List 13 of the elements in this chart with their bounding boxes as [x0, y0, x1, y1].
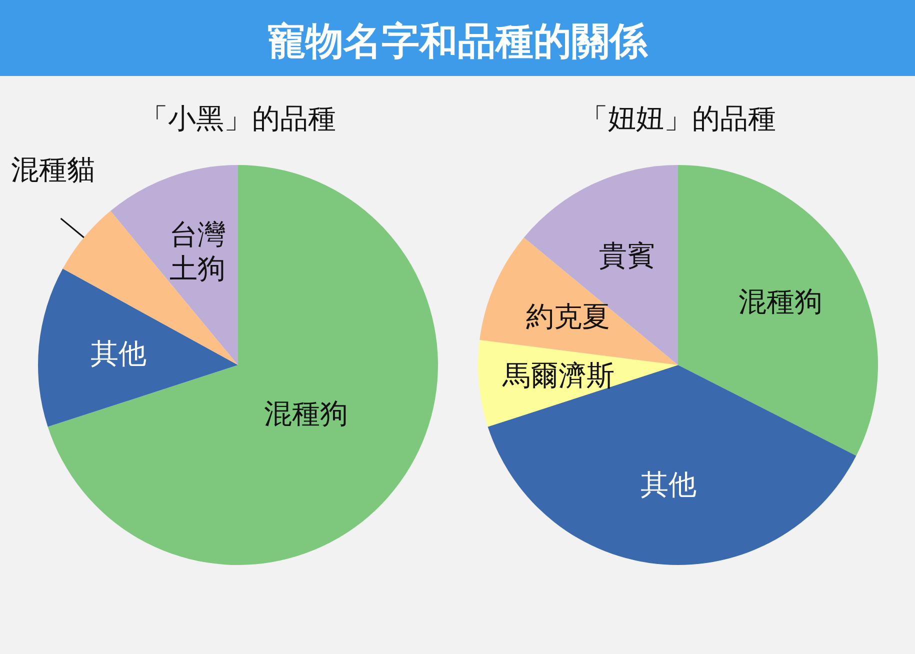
- slice-label: 混種貓: [11, 153, 96, 188]
- slice-label: 混種狗: [264, 397, 348, 432]
- slice-label: 其他: [640, 468, 697, 502]
- chart-subtitle: 「妞妞」的品種: [580, 102, 776, 135]
- slice-label: 混種狗: [738, 285, 822, 320]
- slice-label: 其他: [90, 336, 147, 371]
- slice-label: 貴賓: [598, 239, 655, 274]
- slice-label: 馬爾濟斯: [502, 359, 615, 394]
- slice-label: 約克夏: [526, 300, 610, 334]
- slice-label: 台灣土狗: [168, 218, 226, 286]
- pie-slice: [678, 165, 878, 456]
- chart-subtitle: 「小黑」的品種: [140, 102, 336, 135]
- chart-title: 寵物名字和品種的關係: [268, 19, 648, 63]
